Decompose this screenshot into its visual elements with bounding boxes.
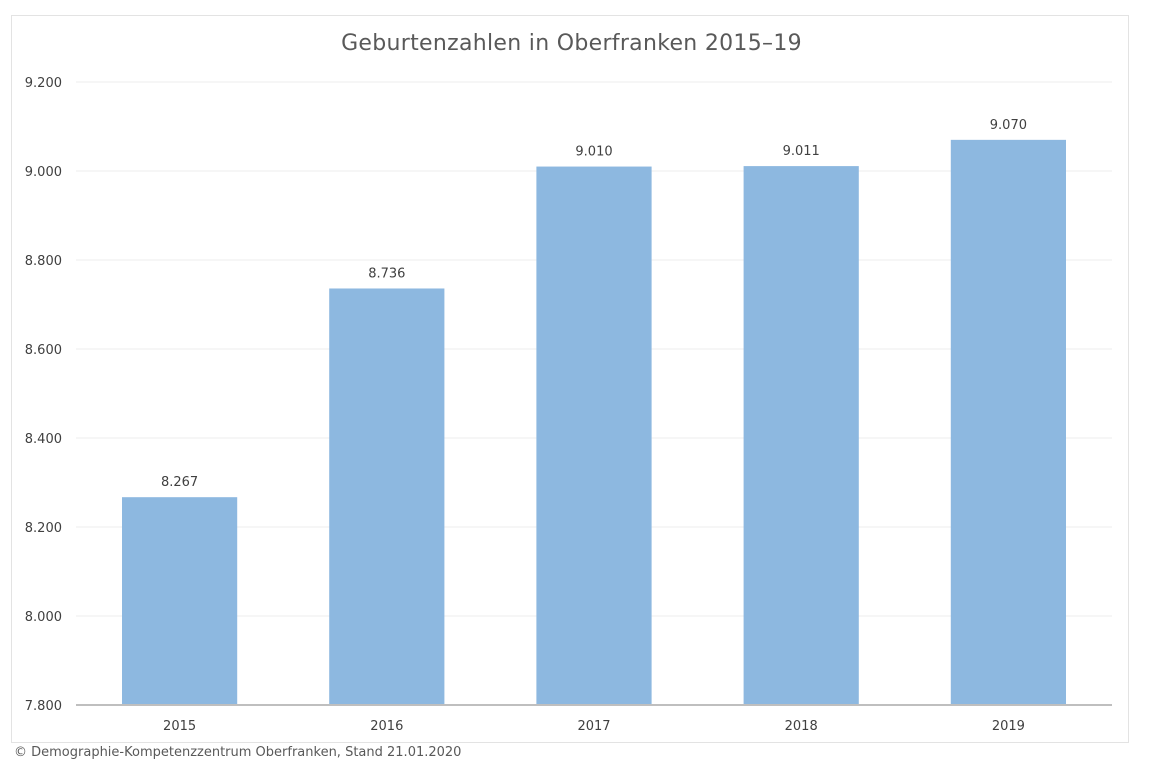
- x-tick-label: 2019: [992, 719, 1025, 734]
- source-note: © Demographie-Kompetenzzentrum Oberfrank…: [14, 745, 462, 760]
- bars: [121, 139, 1067, 706]
- y-tick-label: 9.000: [25, 165, 62, 180]
- x-tick-label: 2018: [785, 719, 818, 734]
- data-label: 8.736: [368, 266, 405, 281]
- y-tick-label: 8.200: [25, 521, 62, 536]
- y-axis-tick-labels: 7.800 8.000 8.200 8.400 8.600 8.800 9.000 9.200: [25, 76, 62, 714]
- bar-2018: [743, 166, 859, 706]
- y-tick-label: 8.400: [25, 432, 62, 447]
- data-label: 9.010: [575, 145, 612, 160]
- bar-2015: [121, 497, 238, 705]
- x-axis-tick-labels: 2015 2016 2017 2018 2019: [163, 719, 1025, 734]
- y-tick-label: 8.800: [25, 254, 62, 269]
- y-tick-label: 8.000: [25, 610, 62, 625]
- bar-2019: [950, 139, 1067, 706]
- bar-2016: [329, 288, 445, 705]
- data-label: 9.011: [783, 144, 820, 159]
- bar-2017: [536, 166, 652, 706]
- y-tick-label: 7.800: [25, 699, 62, 714]
- x-tick-label: 2015: [163, 719, 196, 734]
- data-label: 8.267: [161, 475, 198, 490]
- data-labels: 8.267 8.736 9.010 9.011 9.070: [161, 118, 1027, 490]
- y-tick-label: 9.200: [25, 76, 62, 91]
- x-tick-label: 2016: [370, 719, 403, 734]
- y-tick-label: 8.600: [25, 343, 62, 358]
- data-label: 9.070: [990, 118, 1027, 133]
- chart-title: Geburtenzahlen in Oberfranken 2015–19: [341, 31, 802, 56]
- x-tick-label: 2017: [577, 719, 610, 734]
